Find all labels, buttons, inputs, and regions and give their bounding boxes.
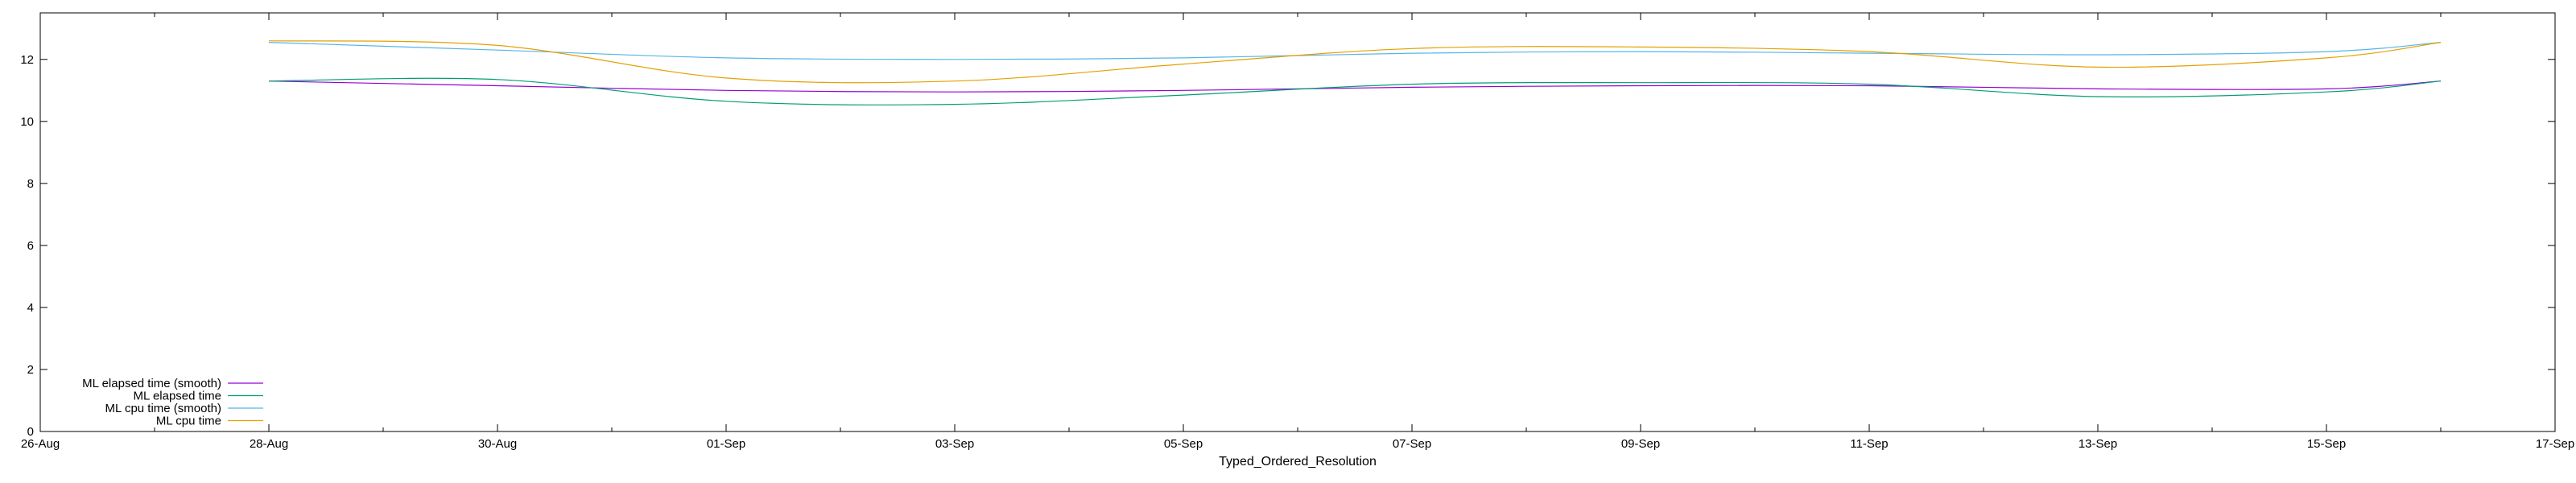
x-tick-label: 13-Sep	[2079, 437, 2117, 451]
x-tick-label: 28-Aug	[250, 437, 288, 451]
y-tick-label: 4	[27, 301, 34, 315]
y-tick-label: 8	[27, 177, 34, 191]
x-tick-label: 17-Sep	[2536, 437, 2574, 451]
x-axis-title: Typed_Ordered_Resolution	[1219, 455, 1377, 469]
legend-label: ML cpu time (smooth)	[105, 402, 222, 415]
legend-label: ML elapsed time	[134, 390, 222, 403]
x-tick-label: 03-Sep	[935, 437, 974, 451]
series-line-ml-cpu-time-smooth	[268, 42, 2442, 60]
y-tick-label: 6	[27, 239, 34, 253]
x-tick-label: 09-Sep	[1621, 437, 1660, 451]
x-tick-label: 26-Aug	[21, 437, 60, 451]
plot-frame	[39, 12, 2556, 432]
y-tick-label: 12	[20, 53, 34, 67]
series-line-ml-elapsed-time	[268, 77, 2442, 105]
x-tick-label: 11-Sep	[1850, 437, 1888, 451]
x-tick-label: 07-Sep	[1393, 437, 1431, 451]
x-tick-label: 01-Sep	[707, 437, 745, 451]
y-tick-label: 2	[27, 363, 34, 377]
y-tick-label: 0	[27, 425, 34, 439]
x-axis: 26-Aug 28-Aug 30-Aug 01-Sep 03-Sep 05-Sep 07-S…	[21, 13, 2574, 451]
series-line-ml-cpu-time	[268, 40, 2442, 84]
series-line-ml-elapsed-time-smooth	[268, 80, 2442, 93]
legend-label: ML cpu time	[156, 415, 221, 428]
x-tick-label: 30-Aug	[478, 437, 517, 451]
legend-label: ML elapsed time (smooth)	[82, 377, 221, 390]
x-tick-label: 15-Sep	[2307, 437, 2346, 451]
series-layer	[268, 40, 2442, 105]
legend: ML elapsed time (smooth)ML elapsed timeM…	[82, 377, 263, 428]
x-tick-label: 05-Sep	[1164, 437, 1203, 451]
y-axis: 0 2 4 6 8 10 12	[20, 53, 2555, 439]
y-tick-label: 10	[20, 115, 34, 129]
